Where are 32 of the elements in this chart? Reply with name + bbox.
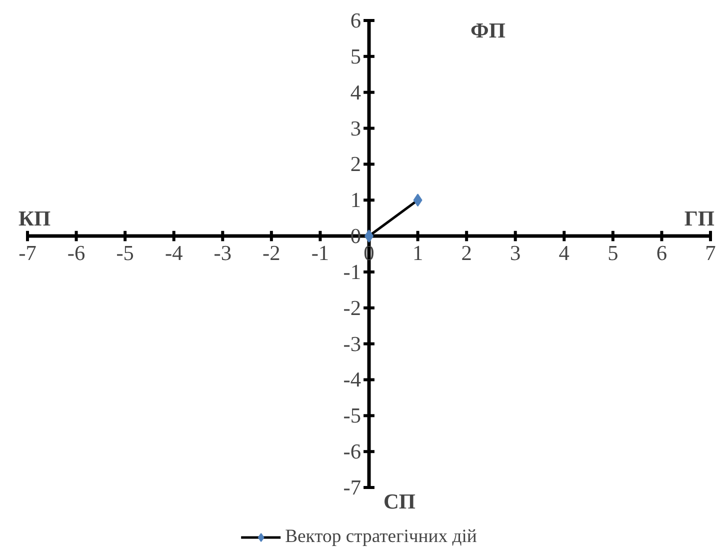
y-tick-label: 1	[350, 188, 362, 212]
text: СП	[384, 490, 416, 514]
x-tick-label: -4	[164, 241, 184, 266]
x-tick-label: 4	[558, 241, 570, 266]
x-tick-label: 5	[608, 241, 618, 266]
y-tick-label: -6	[343, 440, 362, 464]
y-tick-label: -5	[343, 404, 362, 428]
x-tick-label: 1	[412, 241, 424, 266]
x-tick-label: -1	[311, 241, 330, 266]
x-tick-label: 6	[656, 241, 668, 266]
x-tick-label: -5	[116, 241, 134, 266]
x-tick-label: -3	[214, 241, 232, 266]
x-tick-label: -2	[262, 241, 280, 266]
legend-label: Вектор стратегічних дій	[285, 526, 477, 548]
x-tick-label: -6	[67, 241, 86, 266]
y-tick-label: -4	[343, 368, 362, 392]
y-tick-label: 6	[350, 8, 362, 32]
annotation: ФП	[470, 18, 506, 42]
y-tick-label: 3	[350, 116, 362, 140]
y-tick-label: 2	[350, 152, 362, 176]
annotation: КП	[18, 206, 51, 230]
y-tick-label: -1	[343, 260, 362, 284]
x-tick-label: 3	[510, 241, 521, 266]
x-tick-label: 2	[461, 241, 472, 266]
y-tick-label: -3	[343, 332, 362, 356]
y-tick-label: -7	[343, 476, 362, 500]
y-tick-label: 4	[350, 80, 362, 104]
y-tick-label: -2	[343, 296, 362, 320]
x-tick-label: 7	[705, 241, 716, 266]
x-tick-label: -7	[18, 241, 37, 266]
annotation: ГП	[684, 206, 715, 230]
y-tick-label: 5	[350, 44, 362, 68]
